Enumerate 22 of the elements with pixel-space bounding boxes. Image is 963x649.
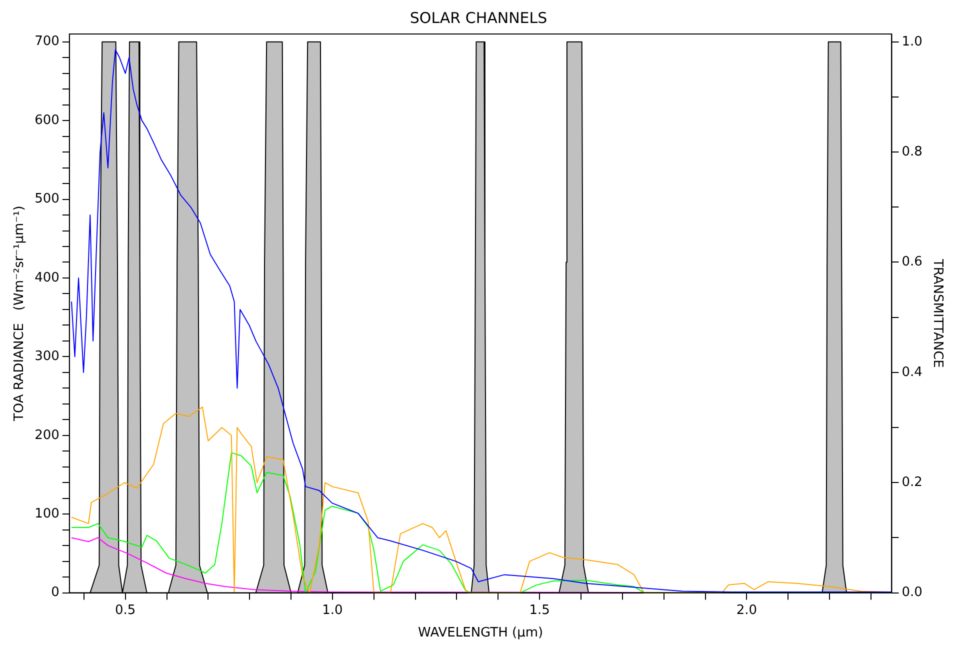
y-tick-label: 0 (51, 585, 60, 600)
y-tick-label: 500 (34, 192, 60, 207)
y2-tick-label: 0.6 (902, 254, 922, 270)
y2-tick-label: 0.0 (902, 585, 922, 600)
y-tick-label: 700 (34, 34, 60, 50)
y2-tick-label: 1.0 (902, 34, 922, 50)
y2-tick-label: 0.2 (902, 474, 922, 490)
y2-tick-label: 0.8 (902, 144, 922, 160)
y2-tick-label: 0.4 (902, 364, 922, 380)
x-tick-label: 0.5 (114, 602, 136, 618)
x-tick-label: 1.5 (529, 602, 550, 618)
y2-axis-title: TRANSMITTANCE (930, 258, 945, 368)
x-tick-label: 2.0 (736, 602, 758, 618)
y-tick-label: 200 (34, 428, 60, 443)
y-tick-label: 400 (34, 270, 60, 286)
y-tick-label: 300 (34, 349, 60, 364)
y-axis-title: TOA RADIANCE (Wm⁻²sr⁻¹µm⁻¹) (12, 206, 28, 422)
y-tick-label: 100 (34, 506, 60, 522)
x-axis-title: WAVELENGTH (µm) (418, 626, 544, 641)
x-tick-label: 1.0 (322, 602, 343, 618)
y-tick-label: 600 (34, 112, 60, 128)
chart-title: SOLAR CHANNELS (410, 8, 548, 27)
